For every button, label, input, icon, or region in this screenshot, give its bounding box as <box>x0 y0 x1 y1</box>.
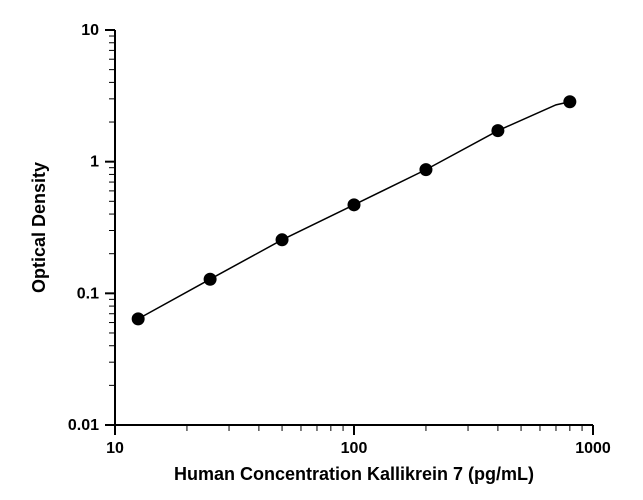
data-point <box>204 273 216 285</box>
y-tick-label: 10 <box>81 22 99 39</box>
y-tick-label: 0.1 <box>77 285 99 302</box>
data-point <box>420 164 432 176</box>
x-axis-title: Human Concentration Kallikrein 7 (pg/mL) <box>174 464 534 484</box>
data-point <box>132 313 144 325</box>
y-tick-label: 0.01 <box>68 417 99 434</box>
chart: 10 100 1000 Human Concentration Kallikrein … <box>0 0 643 500</box>
y-tick-label: 1 <box>90 154 99 171</box>
x-tick-label: 10 <box>106 440 124 457</box>
x-tick-label: 1000 <box>575 440 611 457</box>
x-tick-label: 100 <box>341 440 368 457</box>
data-point <box>564 96 576 108</box>
data-point <box>276 234 288 246</box>
y-axis-title: Optical Density <box>29 162 49 293</box>
data-point <box>492 125 504 137</box>
data-point <box>348 199 360 211</box>
